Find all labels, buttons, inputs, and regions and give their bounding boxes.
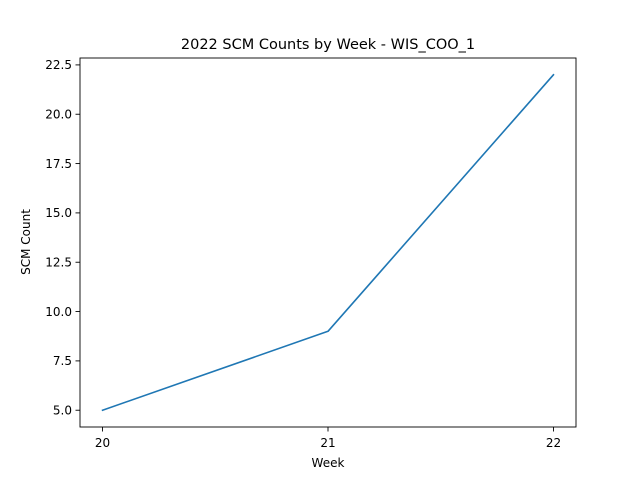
chart-title: 2022 SCM Counts by Week - WIS_COO_1 [181, 37, 475, 53]
x-axis-label: Week [312, 456, 345, 470]
x-axis: 20 21 22 [95, 427, 561, 450]
x-tick-label: 21 [320, 436, 335, 450]
x-tick-label: 20 [95, 436, 110, 450]
y-axis: 5.0 7.5 10.0 12.5 15.0 17.5 20.0 22.5 [45, 58, 80, 418]
y-tick-label: 15.0 [45, 206, 72, 220]
y-tick-label: 7.5 [53, 354, 72, 368]
series-line [101, 73, 555, 412]
y-tick-label: 5.0 [53, 404, 72, 418]
y-tick-label: 20.0 [45, 108, 72, 122]
x-tick-label: 22 [546, 436, 561, 450]
y-tick-label: 10.0 [45, 305, 72, 319]
y-axis-label: SCM Count [19, 209, 33, 275]
y-tick-label: 12.5 [45, 256, 72, 270]
y-tick-label: 17.5 [45, 157, 72, 171]
series-group [101, 73, 555, 412]
y-tick-label: 22.5 [45, 58, 72, 72]
